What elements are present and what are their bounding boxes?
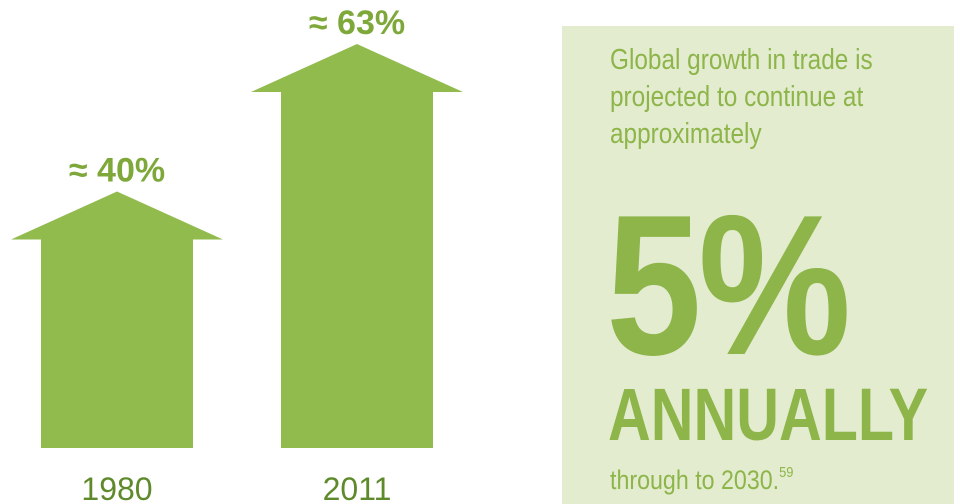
callout-tail-label: through to 2030. bbox=[610, 465, 780, 495]
category-label-1980: 1980 bbox=[81, 471, 152, 504]
footnote-marker: 59 bbox=[779, 464, 794, 481]
projection-callout: Global growth in trade is projected to c… bbox=[562, 26, 954, 504]
bars-layer: ≈ 40% 1980 ≈ 63% 2011 bbox=[11, 4, 463, 504]
callout-big-label: ANNUALLY bbox=[608, 373, 929, 456]
callout-intro-text: Global growth in trade is projected to c… bbox=[610, 44, 873, 150]
arrow-bar-2011 bbox=[251, 44, 463, 448]
trade-growth-chart: ≈ 40% 1980 ≈ 63% 2011 bbox=[11, 4, 463, 504]
arrow-bar-1980 bbox=[11, 191, 223, 448]
category-label-2011: 2011 bbox=[323, 471, 392, 504]
value-label-1980: ≈ 40% bbox=[69, 151, 165, 189]
value-label-2011: ≈ 63% bbox=[309, 4, 405, 42]
callout-tail-text: through to 2030.59 bbox=[610, 458, 793, 495]
callout-big-value: 5% bbox=[606, 174, 851, 397]
